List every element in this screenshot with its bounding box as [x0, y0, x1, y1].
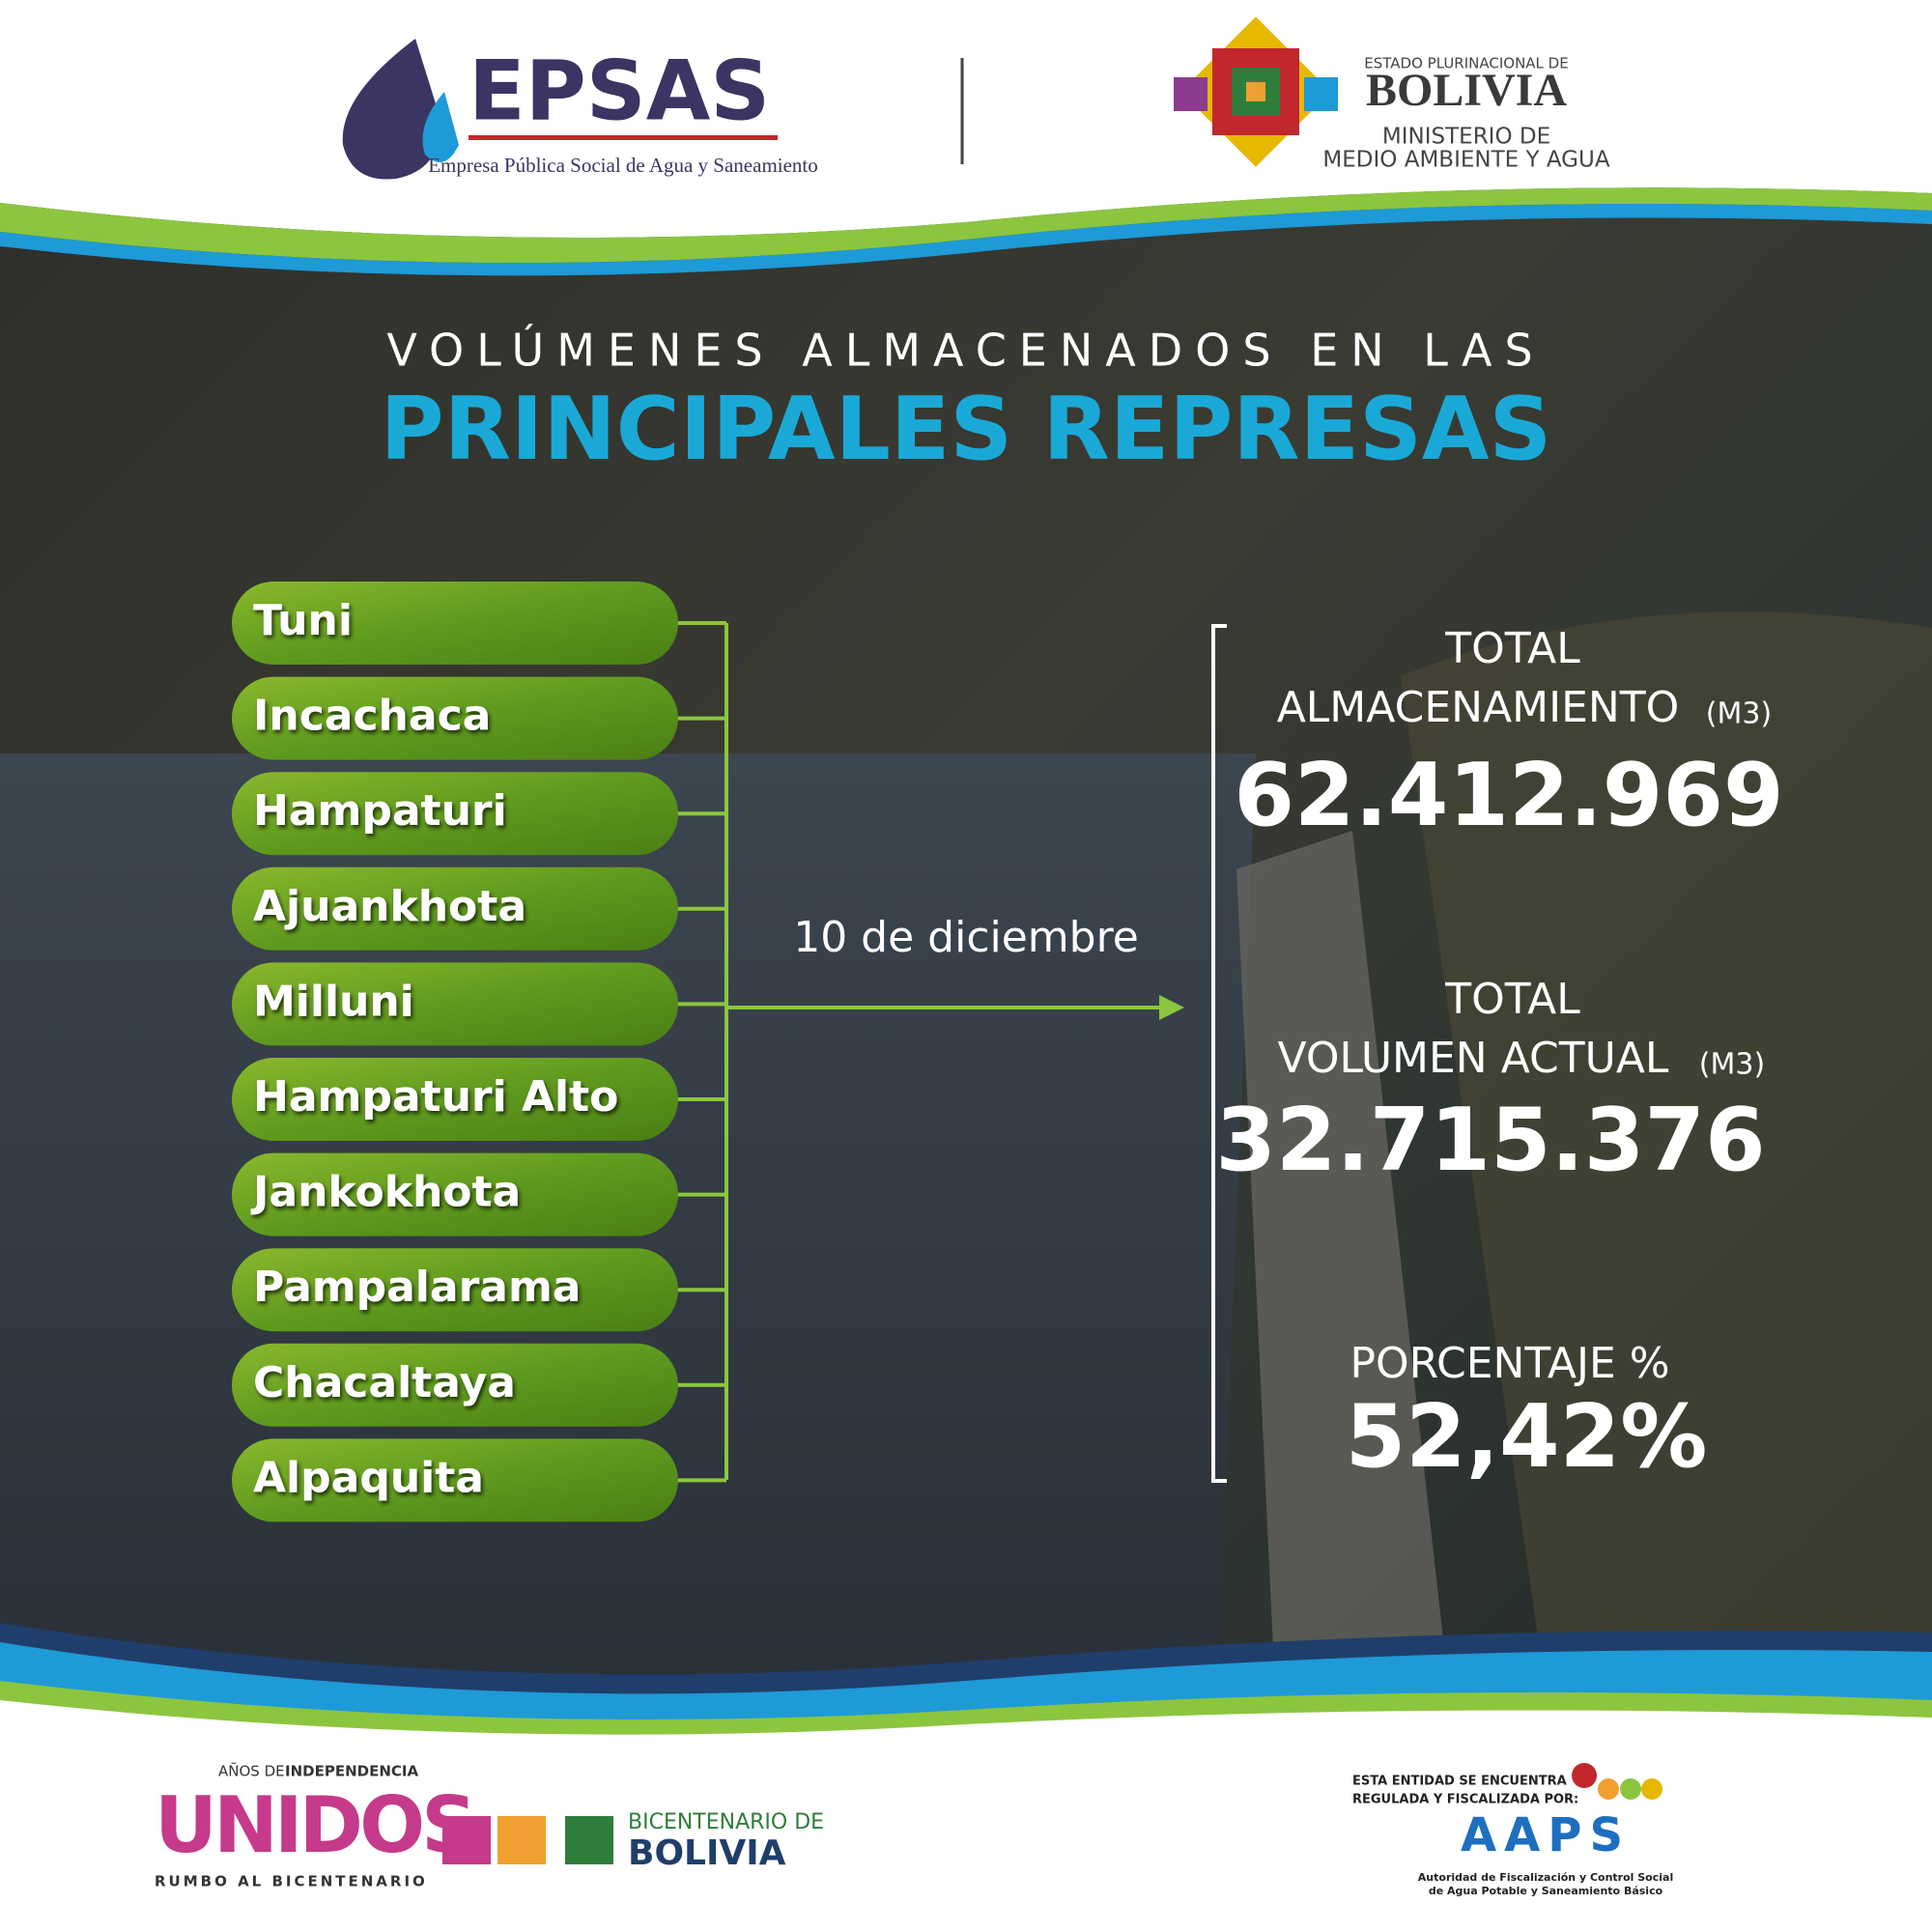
dam-wall [1236, 831, 1449, 1690]
epsas-full: Empresa Pública Social de Agua y Saneami… [428, 154, 818, 177]
aaps-logo: AAPS [1461, 1808, 1631, 1862]
stat-label: VOLUMEN ACTUAL [1278, 1034, 1669, 1083]
header-wave [0, 204, 1932, 276]
stat-label: TOTAL [1444, 624, 1580, 673]
arrow-head [1159, 995, 1184, 1020]
stat-label: PORCENTAJE % [1350, 1339, 1669, 1388]
bolivia-emblem [1174, 16, 1338, 167]
footer-bolivia: BOLIVIA [628, 1833, 786, 1873]
dam-pill [232, 1343, 678, 1427]
aaps-full: Autoridad de Fiscalización y Control Soc… [1418, 1871, 1673, 1884]
gov-country: BOLIVIA [1366, 65, 1567, 116]
dam-pill [232, 962, 678, 1046]
stat-value: 52,42% [1346, 1386, 1708, 1488]
footer-independence: INDEPENDENCIA [285, 1763, 418, 1780]
header-wave [0, 187, 1932, 264]
footer-rumbo: RUMBO AL BICENTENARIO [155, 1873, 428, 1890]
dam-pill [232, 1058, 678, 1141]
dam-name: Incachaca [253, 692, 491, 741]
epsas-drop [422, 92, 459, 162]
footer-unidos: UNIDOS [155, 1780, 473, 1870]
dam-name: Alpaquita [253, 1453, 484, 1502]
dam-pill [232, 1152, 678, 1236]
gov-top: ESTADO PLURINACIONAL DE [1364, 55, 1568, 72]
dam-name: Chacaltaya [253, 1358, 516, 1407]
hillside [1401, 611, 1932, 1691]
aaps-note: ESTA ENTIDAD SE ENCUENTRA [1352, 1775, 1567, 1789]
stat-value: 62.412.969 [1234, 745, 1783, 846]
stat-unit: (M3) [1699, 1048, 1765, 1082]
dam-name: Tuni [253, 596, 353, 645]
aaps-full: de Agua Potable y Saneamiento Básico [1429, 1885, 1663, 1897]
epsas-name: EPSAS [469, 43, 770, 139]
stat-unit: (M3) [1706, 697, 1772, 731]
stat-label: ALMACENAMIENTO [1277, 683, 1680, 732]
aaps-note: REGULADA Y FISCALIZADA POR: [1352, 1793, 1578, 1807]
gov-ministry: MEDIO AMBIENTE Y AGUA [1322, 148, 1609, 173]
dam-pill [232, 1438, 678, 1522]
stat-label: TOTAL [1444, 975, 1580, 1024]
epsas-rule [469, 135, 778, 140]
dam-name: Jankokhota [250, 1168, 521, 1217]
dam-pill [232, 676, 678, 760]
bicentenario-icons [442, 1816, 613, 1864]
stat-value: 32.715.376 [1215, 1090, 1765, 1191]
gov-ministry: MINISTERIO DE [1382, 125, 1550, 150]
dam-name: Hampaturi [253, 786, 507, 836]
dam-pill [232, 772, 678, 856]
dam-name: Hampaturi Alto [253, 1072, 618, 1122]
dam-name: Ajuankhota [253, 882, 526, 931]
dam-pill [232, 582, 678, 665]
dam-name: Pampalarama [253, 1263, 582, 1312]
header-bg [0, 0, 1932, 238]
title-line2: PRINCIPALES REPRESAS [381, 379, 1552, 480]
epsas-drop [342, 39, 440, 180]
aaps-drops [1572, 1763, 1662, 1800]
dam-list: Tuni Incachaca Hampaturi Ajuankhota Milluni H… [232, 582, 726, 1522]
footer-bg [0, 1700, 1932, 1932]
stats-bracket [1211, 624, 1227, 1483]
title-line1: VOLÚMENES ALMACENADOS EN LAS [386, 325, 1545, 377]
dam-pill [232, 867, 678, 951]
footer-years: AÑOS DE [218, 1762, 285, 1780]
dam-name: Milluni [253, 977, 414, 1026]
dam-pill [232, 1248, 678, 1332]
date: 10 de diciembre [793, 913, 1139, 962]
footer-bicentenario: BICENTENARIO DE [628, 1810, 824, 1834]
